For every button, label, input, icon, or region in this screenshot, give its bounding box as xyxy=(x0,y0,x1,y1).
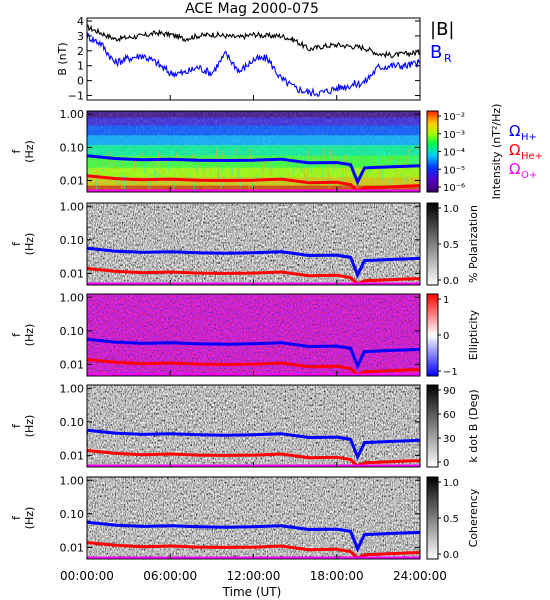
y-tick-label: 0.10 xyxy=(60,325,85,338)
y-tick-label: 0.01 xyxy=(60,449,85,462)
colorbar-tick-label: 10⁻⁵ xyxy=(443,165,465,176)
spectrogram-panel-k-dot-b: 1.00 0.10 0.01 f (Hz) 90 60 30 0 k dot B (Deg) xyxy=(10,382,480,469)
spectrogram-panel-coherency: 1.00 0.10 0.01 f (Hz) 1.0 0.5 0.0 Coherency xyxy=(10,474,480,561)
y-tick-label: 1 xyxy=(77,60,84,73)
colorbar-tick-label: 10⁻³ xyxy=(443,130,465,141)
gyrofrequency-label-ion: O+ xyxy=(521,170,537,181)
colorbar-tick-label: 1.0 xyxy=(443,204,459,215)
y-tick-label: −1 xyxy=(68,90,84,103)
colorbar-tick-label: 0.0 xyxy=(443,276,459,287)
y-axis-unit-label: (Hz) xyxy=(23,507,36,530)
colorbar-label: Intensity (nT²/Hz) xyxy=(490,104,503,200)
x-tick-label: 06:00:00 xyxy=(143,569,197,583)
gyrofrequency-line-he-plus xyxy=(86,449,421,468)
y-axis-unit-label: (Hz) xyxy=(23,415,36,438)
colorbar-label: Ellipticity xyxy=(467,309,480,360)
gyrofrequency-line-h-plus xyxy=(86,428,421,461)
x-axis-label: Time (UT) xyxy=(222,585,282,599)
colorbar-tick-label: 0.5 xyxy=(443,514,459,525)
colorbar-label: % Polarization xyxy=(467,205,480,283)
colorbar-tick-label: 10⁻⁶ xyxy=(443,183,465,194)
gyrofrequency-label-symbol: Ω xyxy=(509,122,520,140)
y-axis-label: f xyxy=(10,332,23,337)
gyrofrequency-line-h-plus xyxy=(86,520,421,553)
colorbar-tick-label: 0 xyxy=(443,331,449,342)
y-axis-unit-label: (Hz) xyxy=(23,233,36,256)
x-tick-label: 12:00:00 xyxy=(227,569,281,583)
y-tick-label: 0.10 xyxy=(60,141,85,154)
colorbar-tick-label: 30 xyxy=(443,434,456,445)
x-tick-label: 24:00:00 xyxy=(393,569,447,583)
colorbar xyxy=(426,384,439,468)
y-tick-label: 2 xyxy=(77,45,84,58)
y-tick-label: 0.10 xyxy=(60,416,85,429)
colorbar xyxy=(426,110,439,193)
gyrofrequency-line-he-plus xyxy=(86,174,421,193)
y-tick-label: 0.01 xyxy=(60,267,85,280)
y-tick-label: 1.00 xyxy=(60,291,85,304)
y-tick-label: 0.01 xyxy=(60,175,85,188)
colorbar-label: Coherency xyxy=(467,488,480,547)
colorbar-tick-label: −1 xyxy=(443,367,458,378)
y-tick-label: 3 xyxy=(77,30,84,43)
colorbar-tick-label: 0.5 xyxy=(443,240,459,251)
colorbar-tick-label: 10⁻² xyxy=(443,112,465,123)
series-line-total-field xyxy=(86,24,421,59)
gyrofrequency-label-ion: H+ xyxy=(521,132,537,143)
gyrofrequency-line-he-plus xyxy=(86,358,421,377)
spectrogram-panel-intensity: 1.00 0.10 0.01 f (Hz) 10⁻² 10⁻³ 10⁻⁴ 10⁻⁵ 10⁻⁶ Int… xyxy=(10,104,503,200)
colorbar-tick-label: 1 xyxy=(443,295,449,306)
y-tick-label: 0.01 xyxy=(60,541,85,554)
y-tick-label: 1.00 xyxy=(60,200,85,213)
y-axis-label: f xyxy=(10,423,23,428)
series-line-radial-field xyxy=(86,32,421,97)
gyrofrequency-line-h-plus xyxy=(86,154,421,186)
gyrofrequency-line-h-plus xyxy=(86,246,421,279)
colorbar-tick-label: 0 xyxy=(443,458,449,469)
colorbar-tick-label: 90 xyxy=(443,386,456,397)
colorbar xyxy=(426,476,439,560)
y-tick-label: 1.00 xyxy=(60,474,85,487)
gyrofrequency-line-h-plus xyxy=(86,337,421,370)
y-axis-label: f xyxy=(10,241,23,246)
colorbar xyxy=(426,202,439,286)
gyrofrequency-label-symbol: Ω xyxy=(509,160,520,178)
gyrofrequency-label-ion: He+ xyxy=(521,151,543,162)
gyrofrequency-line-he-plus xyxy=(86,267,421,286)
chart-title: ACE Mag 2000-075 xyxy=(185,1,319,17)
y-axis-unit-label: (Hz) xyxy=(23,140,36,163)
spectrogram-panel-polarization: 1.00 0.10 0.01 f (Hz) 1.0 0.5 0.0 % Polarization xyxy=(10,200,480,287)
colorbar-tick-label: 1.0 xyxy=(443,478,459,489)
y-axis-label: f xyxy=(10,515,23,520)
colorbar-tick-label: 0.0 xyxy=(443,550,459,561)
spectrogram-panel-ellipticity: 1.00 0.10 0.01 f (Hz) 1 0 −1 Ellipticity xyxy=(10,291,480,378)
y-tick-label: 1.00 xyxy=(60,108,85,121)
y-tick-label: 1.00 xyxy=(60,382,85,395)
y-tick-label: 4 xyxy=(77,15,84,28)
y-tick-label: 0 xyxy=(77,75,84,88)
x-tick-label: 18:00:00 xyxy=(310,569,364,583)
legend-radial-subscript: R xyxy=(444,52,452,65)
field-panel: −1 0 1 2 3 4 B (nT) |B|B R xyxy=(56,15,454,103)
y-tick-label: 0.10 xyxy=(60,508,85,521)
colorbar-tick-label: 10⁻⁴ xyxy=(443,148,465,159)
legend-total-field: |B| xyxy=(430,19,454,40)
y-axis-label: f xyxy=(10,148,23,153)
colorbar-label: k dot B (Deg) xyxy=(467,389,480,462)
gyrofrequency-label-symbol: Ω xyxy=(509,141,520,159)
y-tick-label: 0.01 xyxy=(60,358,85,371)
y-axis-unit-label: (Hz) xyxy=(23,324,36,347)
colorbar-tick-label: 60 xyxy=(443,410,456,421)
gyrofrequency-line-he-plus xyxy=(86,541,421,560)
legend-radial-field: B xyxy=(430,42,442,63)
y-tick-label: 0.10 xyxy=(60,234,85,247)
colorbar xyxy=(426,293,439,377)
y-axis-label: B (nT) xyxy=(56,42,69,75)
x-tick-label: 00:00:00 xyxy=(60,569,114,583)
